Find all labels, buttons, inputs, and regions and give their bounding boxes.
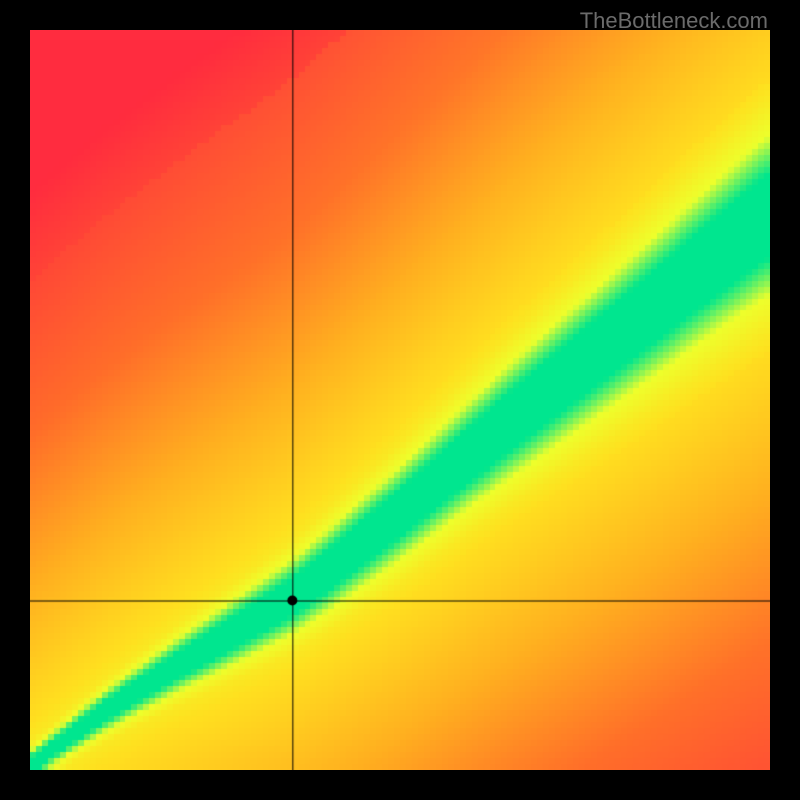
heatmap-canvas — [30, 30, 770, 770]
watermark-text: TheBottleneck.com — [580, 8, 768, 34]
heatmap-plot — [30, 30, 770, 770]
chart-container: TheBottleneck.com — [0, 0, 800, 800]
